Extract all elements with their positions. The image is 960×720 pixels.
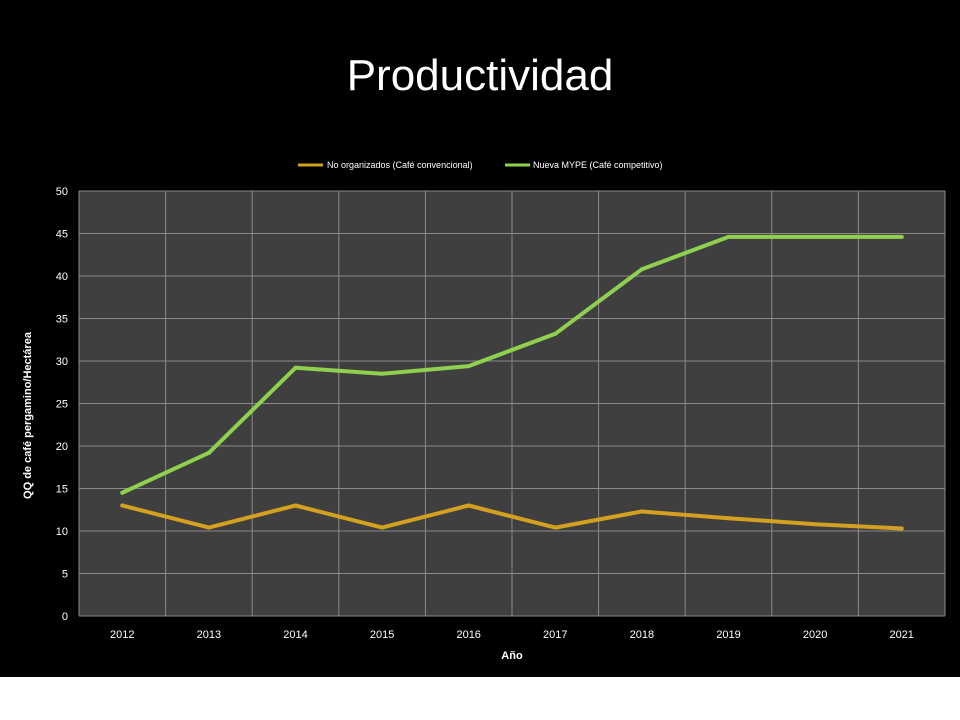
slide-title: Productividad bbox=[346, 51, 614, 100]
x-tick-label: 2018 bbox=[630, 629, 654, 641]
data-point bbox=[293, 503, 298, 508]
data-point bbox=[206, 525, 211, 530]
data-point bbox=[380, 525, 385, 530]
data-point bbox=[380, 371, 385, 376]
series-line-2 bbox=[120, 234, 904, 495]
data-point bbox=[899, 234, 904, 239]
chart: No organizados (Café convencional) Nueva … bbox=[22, 160, 946, 662]
y-tick-label: 10 bbox=[56, 526, 68, 538]
data-point bbox=[726, 234, 731, 239]
series-layer bbox=[120, 234, 904, 531]
y-tick-label: 20 bbox=[56, 441, 68, 453]
y-tick-label: 0 bbox=[62, 611, 68, 623]
x-tick-label: 2019 bbox=[716, 629, 740, 641]
data-point bbox=[120, 490, 125, 495]
data-point bbox=[120, 503, 125, 508]
x-axis-title: Año bbox=[501, 650, 523, 662]
data-point bbox=[466, 364, 471, 369]
x-tick-label: 2017 bbox=[543, 629, 567, 641]
y-tick-label: 30 bbox=[56, 356, 68, 368]
legend: No organizados (Café convencional) Nueva … bbox=[298, 160, 663, 170]
data-point bbox=[553, 331, 558, 336]
data-point bbox=[899, 526, 904, 531]
data-point bbox=[206, 450, 211, 455]
x-tick-label: 2013 bbox=[197, 629, 221, 641]
data-point bbox=[639, 267, 644, 272]
x-tick-label: 2014 bbox=[283, 629, 307, 641]
data-point bbox=[293, 365, 298, 370]
y-tick-label: 15 bbox=[56, 484, 68, 496]
y-tick-label: 45 bbox=[56, 229, 68, 241]
x-tick-label: 2021 bbox=[889, 629, 913, 641]
x-tick-label: 2015 bbox=[370, 629, 394, 641]
data-point bbox=[466, 503, 471, 508]
y-tick-label: 5 bbox=[62, 569, 68, 581]
data-point bbox=[726, 516, 731, 521]
y-axis-ticks: 0 5 10 15 20 25 30 35 40 45 50 bbox=[56, 186, 68, 623]
x-tick-label: 2016 bbox=[456, 629, 480, 641]
data-point bbox=[813, 522, 818, 527]
legend-label: Nueva MYPE (Café competitivo) bbox=[533, 160, 663, 170]
data-point bbox=[639, 509, 644, 514]
y-tick-label: 25 bbox=[56, 399, 68, 411]
legend-label: No organizados (Café convencional) bbox=[327, 160, 473, 170]
y-tick-label: 50 bbox=[56, 186, 68, 198]
x-tick-label: 2012 bbox=[110, 629, 134, 641]
x-tick-label: 2020 bbox=[803, 629, 827, 641]
y-tick-label: 40 bbox=[56, 271, 68, 283]
series-line-1 bbox=[120, 503, 904, 531]
y-tick-label: 35 bbox=[56, 314, 68, 326]
x-axis-ticks: 2012 2013 2014 2015 2016 2017 2018 2019 2020 2021 bbox=[110, 629, 914, 641]
y-axis-title: QQ de café pergamino/Hectárea bbox=[22, 331, 34, 499]
gridlines bbox=[78, 190, 946, 617]
data-point bbox=[813, 234, 818, 239]
slide: Productividad No organizados (Café conve… bbox=[0, 0, 960, 677]
data-point bbox=[553, 525, 558, 530]
